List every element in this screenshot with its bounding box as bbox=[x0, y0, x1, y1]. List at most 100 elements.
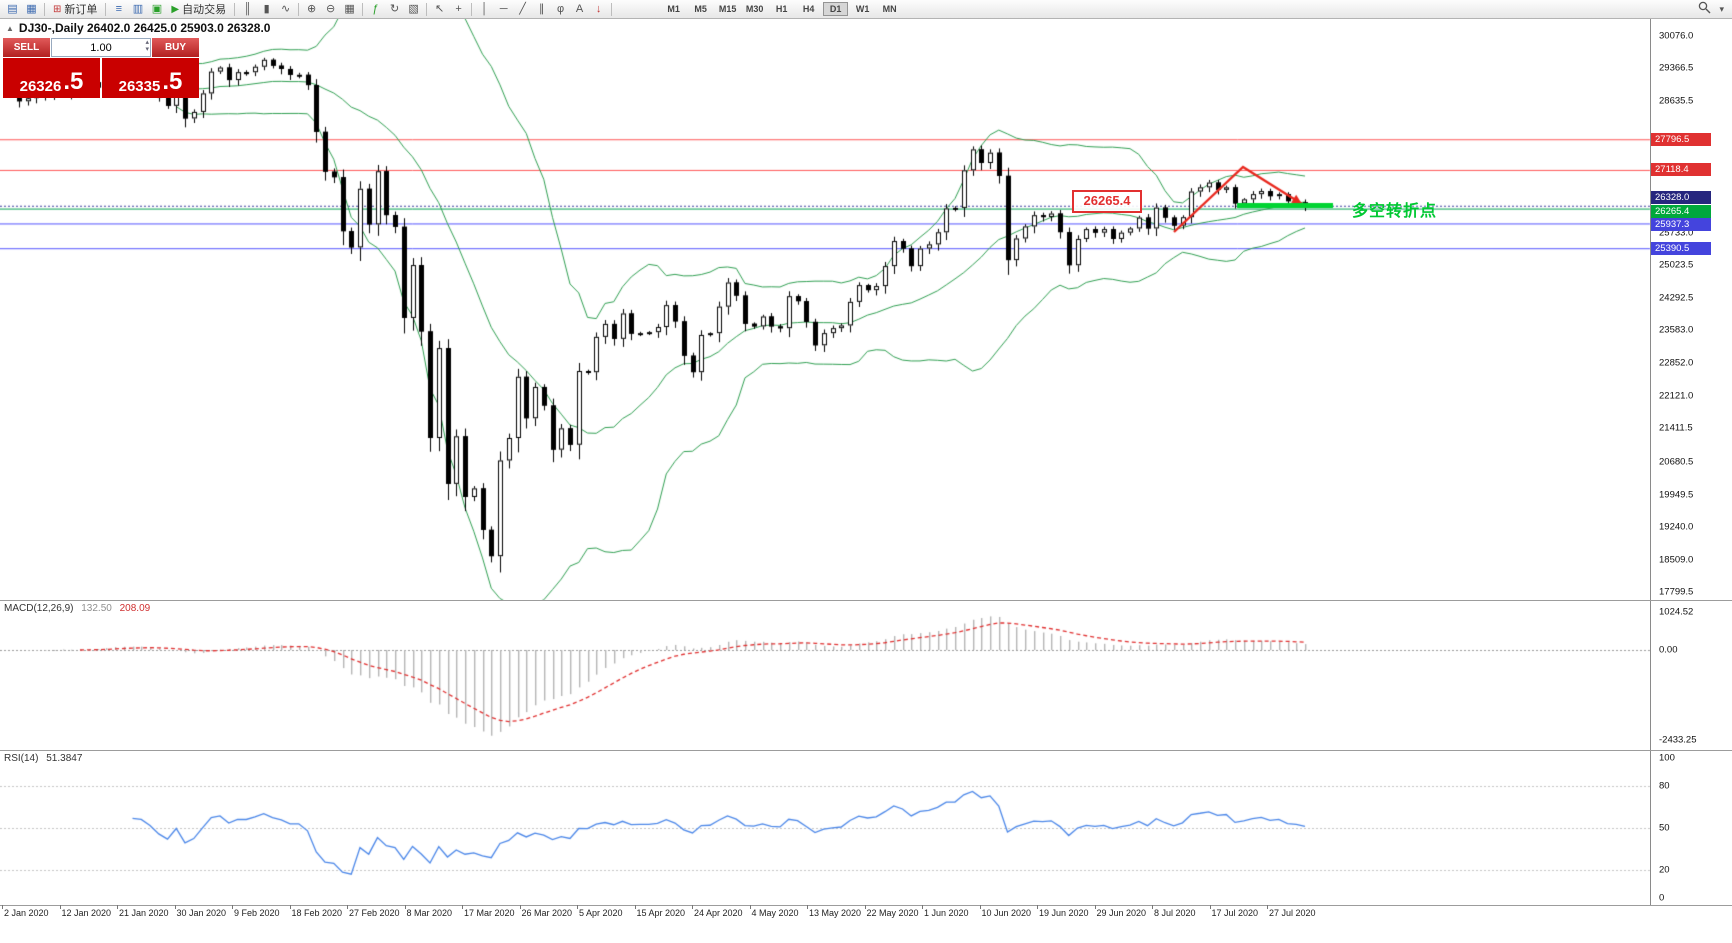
auto-trading-icon: ▶ bbox=[171, 3, 180, 15]
buy-price-button[interactable]: 26335 .5 bbox=[102, 58, 199, 98]
chart-profiles-icon[interactable]: ▦ bbox=[26, 2, 37, 15]
price-axis-label: 21411.5 bbox=[1659, 422, 1693, 434]
timeframe-m15-button[interactable]: M15 bbox=[718, 4, 737, 14]
equidistant-channel-icon[interactable]: ∥ bbox=[538, 2, 545, 15]
new-order-button[interactable]: ⊞ 新订单 bbox=[48, 2, 102, 17]
new-order-button-label: 新订单 bbox=[64, 4, 98, 16]
one-click-collapse-button[interactable]: ▲ bbox=[6, 23, 14, 33]
date-axis-tick bbox=[232, 905, 233, 909]
panel-separator[interactable] bbox=[0, 600, 1732, 601]
date-axis-tick bbox=[749, 905, 751, 909]
timeframe-mn-button[interactable]: MN bbox=[882, 4, 897, 14]
terminal-icon[interactable]: ▣ bbox=[151, 2, 163, 15]
vertical-line-icon[interactable]: │ bbox=[481, 2, 489, 15]
turning-point-text[interactable]: 多空转折点 bbox=[1352, 203, 1438, 220]
date-axis-label: 17 Mar 2020 bbox=[464, 908, 515, 918]
macd-axis-label: -2433.25 bbox=[1659, 734, 1697, 746]
toolbar-separator bbox=[298, 2, 300, 16]
toolbar-overflow-icon[interactable]: ▾ bbox=[1719, 3, 1724, 14]
data-window-icon[interactable]: ▥ bbox=[132, 2, 144, 15]
periods-icon[interactable]: ↻ bbox=[389, 2, 400, 15]
price-axis-label: 20680.5 bbox=[1659, 456, 1694, 468]
timeframe-h4-button[interactable]: H4 bbox=[802, 4, 815, 14]
buy-button[interactable]: BUY bbox=[152, 38, 199, 57]
date-axis-label: 30 Jan 2020 bbox=[176, 908, 227, 918]
date-axis-label: 27 Jul 2020 bbox=[1269, 908, 1316, 918]
date-axis-label: 5 Apr 2020 bbox=[579, 908, 623, 918]
zoom-in-icon[interactable]: ⊕ bbox=[306, 2, 317, 15]
candlestick-chart-icon[interactable]: ▮ bbox=[263, 2, 270, 15]
spinner-up-icon[interactable]: ▴ bbox=[145, 39, 149, 46]
date-axis-tick bbox=[174, 905, 176, 909]
new-chart-icon[interactable]: ▤ bbox=[7, 2, 18, 15]
price-axis-label: 28635.5 bbox=[1659, 95, 1694, 107]
indicators-icon[interactable]: ƒ bbox=[372, 2, 379, 15]
line-chart-icon[interactable]: ∿ bbox=[280, 2, 291, 15]
fibonacci-icon[interactable]: φ bbox=[557, 2, 565, 15]
timeframe-m30-button[interactable]: M30 bbox=[745, 4, 764, 14]
bar-chart-icon[interactable]: ║ bbox=[243, 2, 252, 15]
toolbar-separator bbox=[44, 2, 45, 16]
search-icon[interactable] bbox=[1698, 1, 1711, 17]
price-axis-badge: 26328.0 bbox=[1651, 191, 1711, 205]
timeframe-d1-button[interactable]: D1 bbox=[823, 2, 849, 16]
timeframe-h1-button[interactable]: H1 bbox=[775, 4, 788, 14]
trendline-icon[interactable]: ╱ bbox=[519, 2, 526, 15]
timeframe-w1-button[interactable]: W1 bbox=[855, 4, 870, 14]
crosshair-icon[interactable]: + bbox=[455, 2, 462, 15]
date-axis-tick bbox=[117, 905, 118, 909]
arrows-icon[interactable]: ↓ bbox=[595, 2, 602, 15]
templates-icon[interactable]: ▧ bbox=[408, 2, 419, 15]
toolbar-separator bbox=[426, 2, 428, 16]
sell-button[interactable]: SELL bbox=[3, 38, 50, 57]
date-axis-tick bbox=[519, 905, 521, 909]
sell-price-button[interactable]: 26326 .5 bbox=[3, 58, 100, 98]
macd-axis-label: 1024.52 bbox=[1659, 606, 1694, 618]
volume-spinner[interactable]: ▴ ▾ bbox=[145, 39, 149, 53]
price-axis-label: 22121.0 bbox=[1659, 390, 1694, 402]
date-axis-label: 8 Jul 2020 bbox=[1154, 908, 1196, 918]
cursor-icon[interactable]: ↖ bbox=[434, 2, 445, 15]
toolbar-separator bbox=[362, 2, 364, 16]
market-watch-icon[interactable]: ≡ bbox=[115, 2, 123, 15]
timeframe-m1-button[interactable]: M1 bbox=[667, 4, 680, 14]
text-icon[interactable]: A bbox=[575, 2, 584, 15]
zoom-out-icon[interactable]: ⊖ bbox=[325, 2, 336, 15]
rsi-value: 51.3847 bbox=[46, 753, 83, 764]
volume-input[interactable]: 1.00 ▴ ▾ bbox=[51, 38, 151, 57]
date-axis-tick bbox=[807, 905, 808, 909]
rsi-label: RSI(14) bbox=[4, 753, 39, 764]
panel-separator[interactable] bbox=[0, 750, 1732, 751]
date-axis-tick bbox=[462, 905, 463, 909]
horizontal-line-icon[interactable]: ─ bbox=[499, 2, 508, 15]
price-axis-label: 30076.0 bbox=[1659, 30, 1694, 42]
date-axis-tick bbox=[634, 905, 636, 909]
timeframe-m5-button[interactable]: M5 bbox=[694, 4, 707, 14]
price-axis-label: 24292.5 bbox=[1659, 292, 1694, 304]
one-click-trading-panel: SELL 1.00 ▴ ▾ BUY 26326 .5 26335 .5 bbox=[3, 38, 199, 98]
spinner-down-icon[interactable]: ▾ bbox=[145, 46, 149, 53]
auto-trading-button[interactable]: ▶ 自动交易 bbox=[166, 2, 231, 17]
date-axis-tick bbox=[59, 905, 61, 909]
one-click-price-row: 26326 .5 26335 .5 bbox=[3, 58, 199, 98]
date-axis-tick bbox=[979, 905, 981, 909]
date-axis-label: 1 Jun 2020 bbox=[924, 908, 969, 918]
pivot-price-label[interactable]: 26265.4 bbox=[1072, 190, 1142, 213]
toolbar-separator bbox=[105, 2, 107, 16]
date-axis-tick bbox=[289, 905, 291, 909]
price-axis-label: 18509.0 bbox=[1659, 554, 1694, 566]
tile-windows-icon[interactable]: ▦ bbox=[344, 2, 355, 15]
chart-title: DJ30-,Daily 26402.0 26425.0 25903.0 2632… bbox=[18, 21, 271, 35]
macd-header: MACD(12,26,9) 132.50 208.09 bbox=[4, 603, 150, 614]
rsi-axis-label: 80 bbox=[1659, 780, 1670, 792]
macd-value-main: 132.50 bbox=[81, 603, 112, 614]
toolbar-right: ▾ bbox=[1698, 1, 1729, 17]
sell-price-base: 26326 bbox=[19, 78, 62, 95]
date-axis-tick bbox=[1094, 905, 1096, 909]
price-axis-label: 25023.5 bbox=[1659, 259, 1694, 271]
price-axis-badge: 26265.4 bbox=[1651, 205, 1711, 219]
price-axis-line bbox=[1650, 18, 1651, 905]
price-axis-label: 19240.0 bbox=[1659, 521, 1694, 533]
volume-value: 1.00 bbox=[90, 41, 112, 54]
